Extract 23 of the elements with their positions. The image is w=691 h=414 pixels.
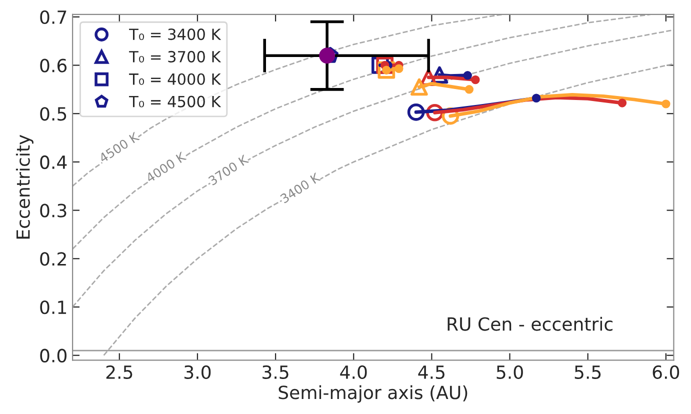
- x-tick-label: 3.5: [262, 365, 288, 380]
- x-tick-label: 4.0: [340, 365, 367, 380]
- x-tick-label: 2.5: [106, 365, 132, 380]
- x-tick-label: 5.0: [496, 365, 523, 380]
- y-tick-label: 0.3: [40, 204, 66, 218]
- legend-label: T₀ = 4000 K: [129, 73, 222, 85]
- y-tick-label: 0.6: [40, 58, 67, 72]
- legend-label: T₀ = 4500 K: [129, 96, 222, 108]
- x-tick-label: 6.0: [652, 365, 680, 380]
- legend-label: T₀ = 3400 K: [129, 28, 222, 40]
- annotation: RU Cen - eccentric: [448, 316, 612, 331]
- x-tick-label: 5.5: [574, 366, 601, 380]
- x-tick-label: 4.5: [418, 366, 444, 380]
- x-tick-label: 3.0: [184, 365, 211, 380]
- y-tick-label: 0.5: [40, 107, 66, 121]
- y-tick-label: 0.2: [40, 252, 66, 266]
- y-tick-label: 0.4: [40, 155, 67, 170]
- y-axis-title: Eccentricity: [16, 134, 34, 239]
- y-tick-label: 0.1: [40, 300, 66, 314]
- x-axis-title: Semi-major axis (AU): [278, 385, 468, 403]
- y-tick-label: 0.7: [40, 10, 66, 24]
- legend-label: T₀ = 3700 K: [129, 50, 222, 62]
- y-tick-label: 0.0: [40, 348, 66, 362]
